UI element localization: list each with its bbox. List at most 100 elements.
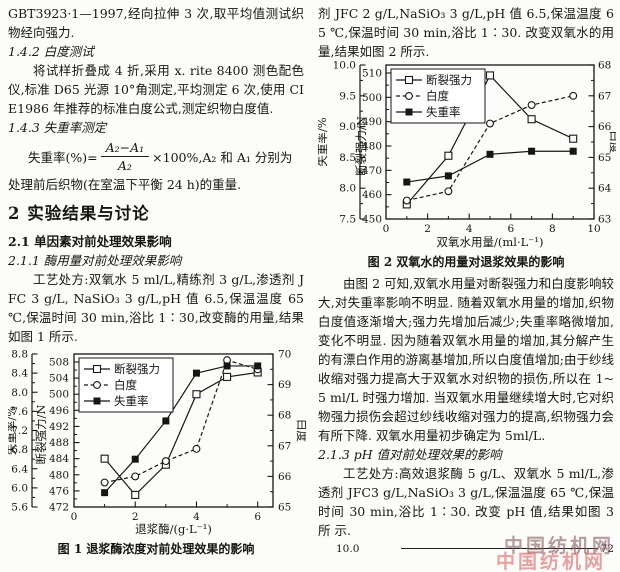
svg-text:2: 2: [424, 223, 431, 235]
svg-text:6.4: 6.4: [11, 463, 28, 475]
y-axis-label-strength: 断裂强力/N: [34, 405, 48, 465]
svg-text:失重率: 失重率: [426, 105, 461, 119]
y-axis-label-whiteness: 白度: [608, 131, 616, 154]
svg-text:7.5: 7.5: [339, 214, 356, 226]
svg-text:6: 6: [254, 511, 261, 523]
svg-text:6: 6: [507, 223, 514, 235]
svg-text:67: 67: [598, 90, 611, 102]
svg-text:68: 68: [278, 410, 291, 422]
svg-text:8.4: 8.4: [11, 368, 28, 380]
svg-text:490: 490: [362, 116, 382, 128]
svg-text:484: 484: [49, 453, 69, 465]
svg-text:472: 472: [49, 502, 69, 514]
svg-text:70: 70: [278, 349, 291, 361]
svg-text:断裂强力: 断裂强力: [426, 73, 472, 87]
svg-text:白度: 白度: [426, 89, 449, 103]
svg-text:69: 69: [278, 379, 291, 391]
figure-3-frame-line: [401, 548, 598, 549]
x-axis: 0 2 4 6 8 10 双氧水用量/(ml·L⁻¹): [383, 213, 601, 249]
svg-text:65: 65: [278, 502, 291, 514]
y-axis-label-weightloss: 失重率/%: [8, 406, 18, 455]
formula-denominator: A₂: [117, 157, 132, 173]
svg-text:460: 460: [362, 189, 382, 201]
svg-text:63: 63: [598, 214, 611, 226]
svg-text:7.6: 7.6: [11, 406, 28, 418]
left-column: GBT3923·1—1997,经向拉伸 3 次,取平均值测试织物经向强力. 1.…: [4, 0, 309, 557]
svg-text:白度: 白度: [114, 378, 137, 392]
figure-1-chart: 0 2 4 6 退浆酶/(g·L⁻¹) 5.6 6.0 6.4 6.8 7.2 7.6 8.0 8.4 8…: [4, 346, 309, 540]
y-axis-label-strength: 断裂强力/N: [354, 116, 368, 176]
paragraph-strength-test: GBT3923·1—1997,经向拉伸 3 次,取平均值测试织物经向强力.: [8, 6, 304, 40]
svg-text:9.5: 9.5: [339, 90, 356, 102]
svg-text:8.0: 8.0: [339, 183, 356, 195]
paragraph-process-recipe-3: 工艺处方:高效退浆酶 5 g/L、双氧水 5 ml/L,渗透剂 JFC3 g/L…: [318, 466, 614, 538]
svg-text:470: 470: [362, 165, 382, 177]
heading-section-2: 2 实验结果与讨论: [8, 204, 150, 223]
svg-text:9.0: 9.0: [339, 121, 356, 133]
chart-svg-0: 0 2 4 6 退浆酶/(g·L⁻¹) 5.6 6.0 6.4 6.8 7.2 7.6 8.0 8.4 8…: [4, 349, 309, 537]
svg-text:6.8: 6.8: [11, 444, 28, 456]
svg-text:5.6: 5.6: [11, 502, 28, 514]
svg-text:510: 510: [362, 68, 382, 80]
svg-text:0: 0: [71, 511, 78, 523]
heading-1-4-3: 1.4.3 失重率测定: [8, 120, 107, 135]
heading-2-1: 2.1 单因素对前处理效果影响: [8, 234, 172, 249]
svg-text:500: 500: [362, 92, 382, 104]
weight-loss-formula: 失重率(%)= A₂−A₁ A₂ ×100%,A₂ 和 A₁ 分别为: [8, 137, 304, 175]
svg-text:10: 10: [587, 223, 600, 235]
svg-text:10.0: 10.0: [333, 61, 356, 72]
svg-text:7.2: 7.2: [11, 425, 28, 437]
formula-numerator: A₂−A₁: [100, 140, 150, 157]
y-axis-strength: 472 476 480 484 488 492 496 500 504 508 断裂强力/N: [34, 357, 80, 514]
svg-text:失重率: 失重率: [114, 394, 149, 408]
svg-text:8.0: 8.0: [11, 387, 28, 399]
paragraph-discussion: 由图 2 可知,双氧水用量对断裂强力和白度影响较大,对失重率影响不明显. 随着双…: [318, 276, 614, 443]
svg-text:8.8: 8.8: [11, 349, 28, 361]
x-axis-label: 双氧水用量/(ml·L⁻¹): [437, 235, 544, 249]
svg-text:2: 2: [132, 511, 139, 523]
figure-3-right-tick: 72: [600, 543, 614, 555]
formula-tail: ×100%,A₂ 和 A₁ 分别为: [152, 149, 293, 165]
svg-text:67: 67: [278, 440, 291, 452]
paragraph-whiteness-test: 将试样折叠成 4 折,采用 x. rite 8400 测色配色仪,标准 D65 …: [8, 63, 304, 116]
figure-1-caption: 图 1 退浆酶浓度对前处理效果的影响: [57, 542, 255, 556]
y-axis-whiteness: 65 66 67 68 69 70 白度: [267, 349, 309, 514]
svg-text:504: 504: [49, 373, 69, 385]
svg-text:496: 496: [49, 405, 69, 417]
formula-lead: 失重率(%)=: [28, 149, 98, 165]
figure-3-left-tick: 10.0: [336, 543, 360, 555]
y-axis-weightloss: 7.5 8.0 8.5 9.0 9.5 10.0 失重率/%: [315, 60, 366, 226]
y-axis-label-whiteness: 白度: [295, 419, 306, 442]
svg-text:480: 480: [362, 141, 382, 153]
svg-text:500: 500: [49, 389, 69, 401]
svg-text:66: 66: [598, 121, 612, 133]
y-axis-weightloss: 5.6 6.0 6.4 6.8 7.2 7.6 8.0 8.4 8.8 失重率/%: [4, 349, 38, 514]
svg-text:4: 4: [193, 511, 200, 523]
svg-text:4: 4: [466, 223, 473, 235]
svg-text:492: 492: [49, 421, 69, 433]
svg-text:8: 8: [549, 223, 556, 235]
svg-text:断裂强力: 断裂强力: [114, 362, 160, 376]
formula-fraction: A₂−A₁ A₂: [100, 140, 150, 173]
series-whiteness: [100, 356, 262, 487]
paragraph-formula-note: 处理前后织物(在室温下平衡 24 h)的重量.: [8, 177, 242, 192]
paragraph-process-recipe-2: 剂 JFC 2 g/L,NaSiO₃ 3 g/L,pH 值 6.5,保温温度 6…: [318, 6, 614, 59]
right-column: 剂 JFC 2 g/L,NaSiO₃ 3 g/L,pH 值 6.5,保温温度 6…: [315, 0, 620, 555]
svg-text:68: 68: [598, 61, 611, 72]
series-weightloss: [403, 147, 577, 186]
svg-text:6.0: 6.0: [11, 482, 28, 494]
heading-1-4-2: 1.4.2 白度测试: [8, 44, 94, 59]
svg-text:0: 0: [383, 223, 390, 235]
svg-text:476: 476: [49, 485, 69, 497]
svg-text:450: 450: [362, 214, 382, 226]
svg-text:66: 66: [278, 471, 292, 483]
svg-text:65: 65: [598, 152, 611, 164]
heading-2-1-1: 2.1.1 酶用量对前处理效果影响: [8, 253, 182, 268]
series-whiteness: [402, 91, 578, 205]
heading-2-1-3: 2.1.3 pH 值对前处理效果的影响: [318, 447, 502, 462]
figure-2-caption: 图 2 双氧水的用量对退浆效果的影响: [367, 255, 565, 269]
figure-2-chart: 0 2 4 6 8 10 双氧水用量/(ml·L⁻¹) 7.5 8.0 8.5 9.0 9.5 10.0…: [315, 60, 620, 253]
